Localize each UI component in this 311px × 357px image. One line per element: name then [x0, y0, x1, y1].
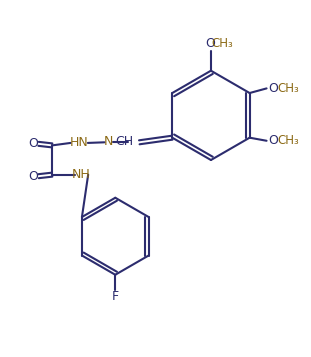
Text: O: O	[28, 170, 38, 183]
Text: CH: CH	[115, 135, 133, 147]
Text: N: N	[104, 135, 113, 148]
Text: F: F	[112, 291, 119, 303]
Text: HN: HN	[70, 136, 89, 149]
Text: O: O	[205, 37, 215, 50]
Text: CH₃: CH₃	[277, 134, 299, 147]
Text: O: O	[269, 82, 279, 95]
Text: O: O	[269, 134, 279, 147]
Text: O: O	[28, 137, 38, 150]
Text: NH: NH	[72, 167, 91, 181]
Text: CH₃: CH₃	[212, 37, 234, 50]
Text: CH₃: CH₃	[277, 82, 299, 95]
